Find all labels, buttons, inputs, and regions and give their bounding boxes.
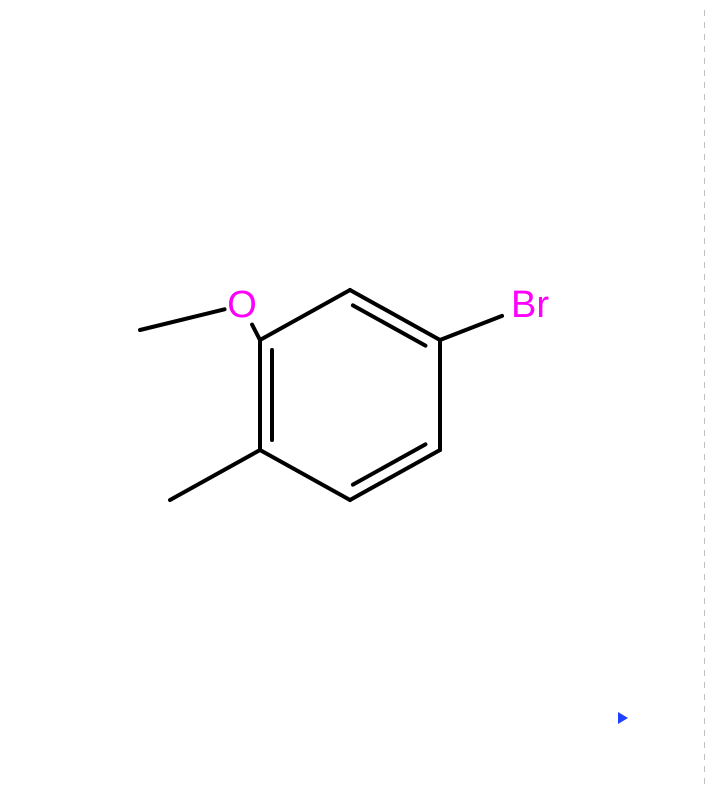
molecule-structure (0, 0, 711, 800)
canvas: O Br (0, 0, 711, 800)
atom-label-oxygen: O (227, 286, 257, 324)
play-icon[interactable] (618, 712, 628, 724)
right-margin-rule (704, 10, 705, 790)
atom-label-bromine: Br (511, 286, 549, 324)
